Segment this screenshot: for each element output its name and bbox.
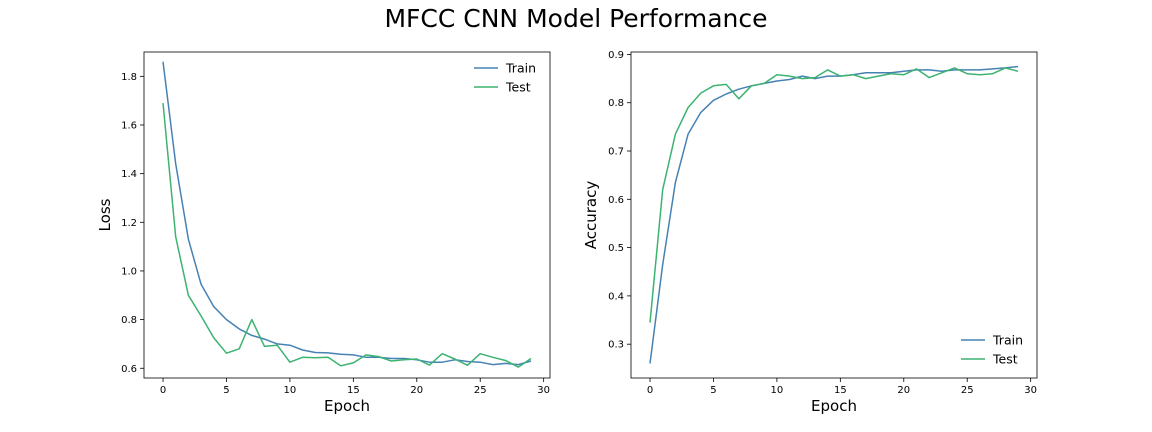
x-tick-label: 15 — [834, 385, 847, 396]
legend-label-test: Test — [505, 80, 531, 95]
accuracy-chart: 0 5 10 15 20 25 30 0.3 0.4 0.5 0.6 0.7 0.8 0.9 Epoch Ac… — [582, 50, 1038, 415]
legend-label-train: Train — [992, 333, 1023, 348]
loss-chart: 0 5 10 15 20 25 30 0.6 0.8 1.0 1.2 1.4 1.6 1.8 Epoch Lo… — [96, 51, 551, 415]
y-axis-label: Loss — [96, 198, 114, 231]
x-tick-label: 25 — [474, 385, 487, 396]
y-tick-label: 0.3 — [608, 340, 624, 351]
series-line-train — [649, 65, 1019, 364]
y-tick-label: 0.6 — [121, 364, 137, 375]
y-tick-label: 0.8 — [608, 98, 624, 109]
y-tick-label: 1.4 — [121, 169, 137, 180]
x-tick-label: 20 — [897, 385, 910, 396]
y-tick-label: 0.7 — [608, 147, 624, 158]
series-line-test — [649, 67, 1019, 323]
x-axis-label: Epoch — [811, 397, 857, 415]
y-tick-label: 0.9 — [608, 50, 624, 61]
x-tick-label: 30 — [537, 385, 550, 396]
y-axis-label: Accuracy — [582, 181, 600, 250]
legend-label-test: Test — [992, 352, 1018, 367]
x-tick-label: 10 — [284, 385, 297, 396]
x-tick-label: 5 — [223, 385, 229, 396]
y-tick-label: 1.0 — [121, 266, 137, 277]
axes-frame — [143, 51, 551, 379]
y-tick-label: 1.8 — [121, 72, 137, 83]
x-axis-label: Epoch — [324, 397, 370, 415]
axes-frame — [630, 51, 1038, 379]
x-tick-label: 30 — [1024, 385, 1037, 396]
x-tick-label: 0 — [647, 385, 653, 396]
x-tick-label: 5 — [710, 385, 716, 396]
x-tick-label: 25 — [961, 385, 974, 396]
y-tick-label: 0.5 — [608, 243, 624, 254]
figure-title: MFCC CNN Model Performance — [384, 4, 768, 33]
x-tick-label: 10 — [771, 385, 784, 396]
x-tick-label: 15 — [347, 385, 360, 396]
y-tick-label: 0.8 — [121, 315, 137, 326]
y-tick-label: 1.2 — [121, 218, 137, 229]
x-tick-label: 0 — [160, 385, 166, 396]
x-tick-label: 20 — [410, 385, 423, 396]
series-line-train — [162, 61, 532, 366]
series-line-test — [162, 103, 532, 368]
y-tick-label: 0.4 — [608, 291, 624, 302]
legend-label-train: Train — [505, 61, 536, 76]
y-tick-label: 0.6 — [608, 195, 624, 206]
y-tick-label: 1.6 — [121, 120, 137, 131]
